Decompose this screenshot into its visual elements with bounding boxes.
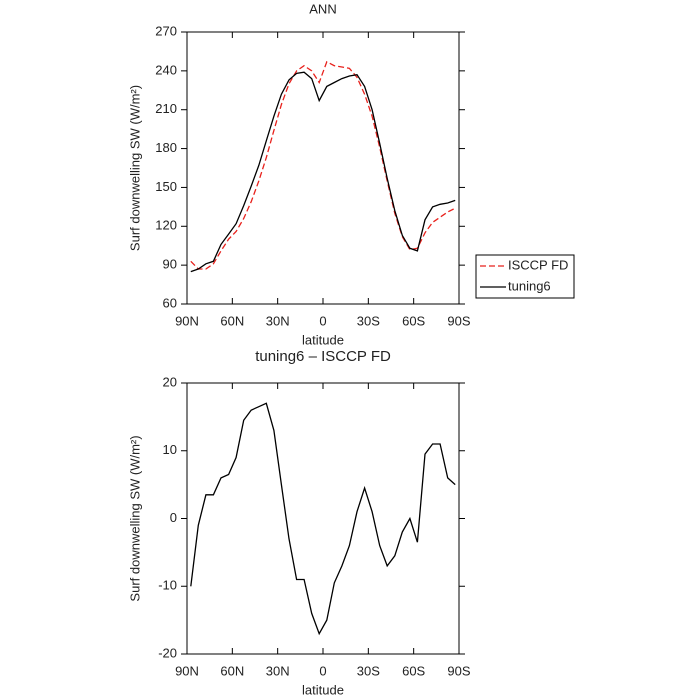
y-tick-label: 180 <box>155 140 177 155</box>
y-tick-label: 90 <box>163 257 177 272</box>
y-axis-label: Surf downwelling SW (W/m²) <box>127 435 142 601</box>
y-tick-label: 20 <box>163 374 177 389</box>
y-tick-label: 10 <box>163 442 177 457</box>
legend-box <box>475 254 575 299</box>
x-tick-label: 60S <box>402 313 425 328</box>
legend-label: ISCCP FD <box>508 257 568 272</box>
x-tick-label: 30S <box>357 663 380 678</box>
x-tick-label: 90N <box>175 663 199 678</box>
y-tick-label: 120 <box>155 218 177 233</box>
chart-title: ANN <box>309 1 336 16</box>
x-tick-label: 30N <box>266 663 290 678</box>
x-tick-label: 0 <box>319 313 326 328</box>
x-tick-label: 60N <box>220 313 244 328</box>
plot-frame <box>186 382 460 655</box>
x-tick-label: 60S <box>402 663 425 678</box>
y-tick-label: 210 <box>155 101 177 116</box>
x-axis-label: latitude <box>302 682 344 697</box>
y-tick-label: -20 <box>158 645 177 660</box>
x-tick-label: 30S <box>357 313 380 328</box>
y-axis-label: Surf downwelling SW (W/m²) <box>127 85 142 251</box>
y-tick-label: -10 <box>158 578 177 593</box>
x-tick-label: 0 <box>319 663 326 678</box>
data-line <box>190 60 456 270</box>
x-tick-label: 90S <box>447 313 470 328</box>
x-axis-label: latitude <box>302 332 344 347</box>
x-tick-label: 30N <box>266 313 290 328</box>
y-tick-label: 150 <box>155 179 177 194</box>
y-tick-label: 60 <box>163 295 177 310</box>
data-line <box>190 71 456 273</box>
legend-label: tuning6 <box>508 278 551 293</box>
x-tick-label: 90S <box>447 663 470 678</box>
y-tick-label: 270 <box>155 23 177 38</box>
y-tick-label: 240 <box>155 62 177 77</box>
y-tick-label: 0 <box>170 510 177 525</box>
chart-title: tuning6 – ISCCP FD <box>255 348 391 365</box>
x-tick-label: 90N <box>175 313 199 328</box>
data-line <box>190 402 456 636</box>
x-tick-label: 60N <box>220 663 244 678</box>
